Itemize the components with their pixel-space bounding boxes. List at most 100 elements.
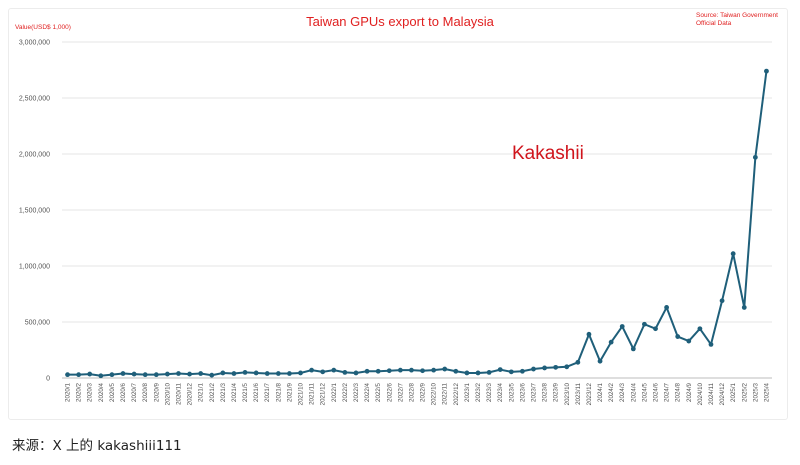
data-point xyxy=(320,369,326,375)
x-tick-label: 2020/5 xyxy=(109,382,116,401)
y-tick-label: 3,000,000 xyxy=(19,40,50,47)
data-point xyxy=(120,371,126,376)
data-point xyxy=(431,367,437,373)
x-tick-label: 2021/4 xyxy=(231,382,238,401)
data-point xyxy=(630,346,636,352)
data-point xyxy=(242,370,248,375)
series-points xyxy=(65,68,769,379)
data-point xyxy=(508,369,514,375)
x-tick-label: 2023/8 xyxy=(542,382,549,401)
data-point xyxy=(209,372,215,378)
data-point xyxy=(697,326,703,332)
x-tick-label: 2021/2 xyxy=(209,382,216,401)
y-tick-label: 2,500,000 xyxy=(19,96,50,103)
x-tick-label: 2023/6 xyxy=(519,382,526,401)
data-point xyxy=(752,154,758,160)
x-tick-label: 2020/8 xyxy=(142,382,149,401)
data-point xyxy=(453,368,459,374)
data-point xyxy=(741,305,747,310)
y-tick-label: 0 xyxy=(46,376,50,383)
data-point xyxy=(719,298,725,304)
data-point xyxy=(264,371,270,376)
x-tick-label: 2022/6 xyxy=(386,382,393,401)
x-tick-label: 2022/11 xyxy=(442,382,449,404)
data-point xyxy=(198,371,204,376)
data-point xyxy=(708,342,714,347)
data-point xyxy=(619,324,625,329)
data-point xyxy=(342,370,348,375)
x-tick-label: 2022/4 xyxy=(364,382,371,401)
data-point xyxy=(287,371,292,376)
y-tick-label: 2,000,000 xyxy=(19,152,50,159)
data-point xyxy=(76,372,82,378)
data-point xyxy=(231,371,237,376)
x-tick-label: 2022/9 xyxy=(420,382,427,401)
x-tick-label: 2024/10 xyxy=(697,382,704,405)
x-tick-label: 2020/4 xyxy=(98,382,105,401)
x-tick-label: 2021/8 xyxy=(275,382,282,401)
data-point xyxy=(176,371,181,376)
x-tick-label: 2021/10 xyxy=(298,382,305,405)
x-tick-label: 2024/7 xyxy=(664,382,671,401)
data-point xyxy=(353,370,359,376)
y-tick-label: 1,500,000 xyxy=(19,208,50,215)
data-point xyxy=(298,370,303,376)
x-tick-label: 2023/3 xyxy=(486,382,493,401)
x-tick-label: 2020/7 xyxy=(131,382,138,401)
chart-frame xyxy=(8,8,788,420)
data-point xyxy=(386,368,392,374)
data-point xyxy=(519,368,525,374)
x-tick-label: 2021/6 xyxy=(253,382,260,401)
data-point xyxy=(98,373,104,379)
data-point xyxy=(87,371,93,377)
data-point xyxy=(564,364,570,370)
data-point xyxy=(409,367,414,373)
y-axis-ticks: 0 500,000 1,000,000 1,500,000 2,000,000 2,500… xyxy=(19,40,50,383)
data-point xyxy=(164,371,170,377)
data-point xyxy=(253,370,259,376)
source-caption: 来源：X 上的 kakashiii111 xyxy=(12,438,182,454)
data-point xyxy=(65,372,70,378)
data-point xyxy=(309,367,315,373)
x-tick-label: 2020/3 xyxy=(87,382,94,401)
x-tick-label: 2021/5 xyxy=(242,382,249,401)
data-point xyxy=(187,371,192,377)
x-tick-label: 2022/7 xyxy=(397,382,404,401)
x-tick-label: 2025/4 xyxy=(763,382,770,401)
x-tick-label: 2024/11 xyxy=(708,382,715,404)
x-tick-label: 2024/5 xyxy=(641,382,648,401)
data-point xyxy=(486,370,492,375)
x-axis-ticks: 2020/1 2020/2 2020/3 2020/4 2020/5 2020/6 2020… xyxy=(65,382,771,405)
x-tick-label: 2022/12 xyxy=(453,382,460,405)
data-point xyxy=(109,372,115,378)
data-point xyxy=(597,358,603,364)
data-point xyxy=(420,368,425,374)
x-tick-label: 2025/1 xyxy=(730,382,737,401)
x-tick-label: 2021/11 xyxy=(309,382,316,404)
x-tick-label: 2023/9 xyxy=(553,382,560,401)
y-axis-label: Value(USD$ 1,000) xyxy=(15,24,71,31)
data-point xyxy=(542,365,547,371)
data-point xyxy=(686,338,692,344)
x-tick-label: 2022/1 xyxy=(331,382,338,401)
x-tick-label: 2020/10 xyxy=(164,382,171,405)
data-point xyxy=(153,372,159,378)
x-tick-label: 2025/3 xyxy=(752,382,759,401)
data-point xyxy=(220,370,226,376)
data-point xyxy=(142,372,148,378)
x-tick-label: 2024/4 xyxy=(630,382,637,401)
data-point xyxy=(653,326,658,332)
y-tick-label: 500,000 xyxy=(25,320,50,327)
x-tick-label: 2023/12 xyxy=(586,382,593,405)
x-tick-label: 2022/8 xyxy=(408,382,415,401)
data-point xyxy=(553,364,559,370)
x-tick-label: 2024/3 xyxy=(619,382,626,401)
data-point xyxy=(664,305,670,310)
x-tick-label: 2022/10 xyxy=(431,382,438,405)
x-tick-label: 2021/3 xyxy=(220,382,227,401)
data-point xyxy=(608,339,614,345)
data-point xyxy=(497,367,503,372)
x-tick-label: 2023/1 xyxy=(464,382,471,401)
x-tick-label: 2023/2 xyxy=(475,382,482,401)
data-point xyxy=(475,370,481,376)
